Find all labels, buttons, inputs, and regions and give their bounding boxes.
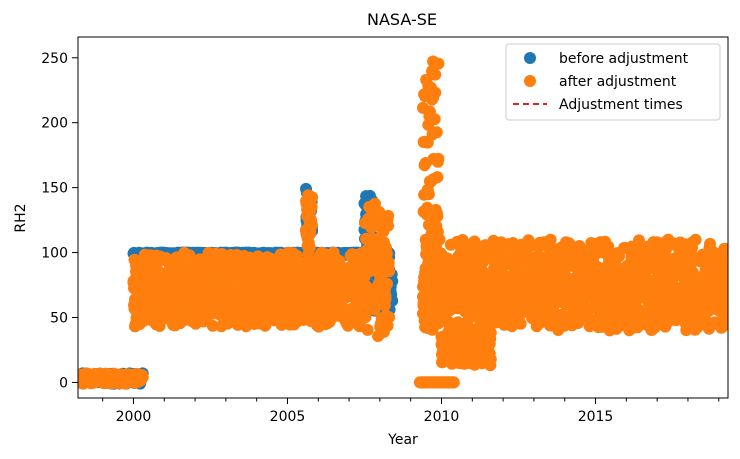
data-point — [433, 233, 446, 246]
x-tick-label: 2000 — [116, 409, 152, 425]
data-point — [721, 288, 728, 301]
data-point — [382, 209, 395, 222]
data-point — [183, 249, 196, 262]
data-point — [706, 245, 719, 258]
data-point — [484, 326, 497, 339]
data-point — [722, 260, 728, 273]
chart-title: NASA-SE — [367, 10, 437, 29]
data-point — [602, 240, 615, 253]
data-point — [306, 191, 319, 204]
legend-label-after: after adjustment — [559, 74, 677, 90]
data-point — [206, 319, 219, 332]
y-axis-label: RH2 — [13, 203, 29, 232]
x-tick-label: 2015 — [578, 409, 614, 425]
data-point — [572, 316, 585, 329]
plot-frame — [77, 36, 729, 399]
data-point — [381, 277, 393, 290]
data-point — [719, 243, 728, 255]
data-point — [429, 86, 442, 99]
data-point — [368, 303, 381, 316]
data-point — [428, 113, 441, 126]
data-point — [431, 171, 444, 184]
x-axis: 2000 2005 2010 2015 — [102, 398, 720, 425]
data-point — [722, 273, 728, 286]
data-point — [383, 265, 396, 278]
y-tick-label: 100 — [41, 246, 68, 262]
data-point — [379, 289, 392, 302]
y-tick-label: 50 — [50, 310, 68, 326]
data-point — [333, 254, 346, 267]
legend-label-adjustment: Adjustment times — [559, 97, 683, 113]
legend: before adjustment after adjustment Adjus… — [505, 43, 721, 121]
data-point — [430, 126, 443, 139]
data-point — [303, 241, 316, 254]
data-point — [484, 353, 497, 366]
x-tick-label: 2005 — [270, 409, 306, 425]
y-tick-label: 150 — [41, 181, 68, 197]
legend-marker-before — [524, 52, 536, 64]
legend-label-before: before adjustment — [559, 51, 689, 67]
data-point — [361, 323, 374, 336]
y-tick-label: 0 — [59, 375, 68, 391]
data-point — [422, 188, 435, 201]
scatter-marks — [78, 55, 728, 390]
data-point — [431, 210, 444, 223]
data-point — [447, 376, 460, 389]
data-point — [136, 371, 149, 384]
data-point — [462, 312, 475, 325]
legend-box — [505, 43, 721, 121]
data-point — [429, 68, 442, 81]
y-tick-label: 200 — [41, 116, 68, 132]
data-point — [306, 219, 319, 232]
data-point — [721, 300, 728, 313]
data-point — [544, 233, 557, 246]
series-after — [78, 55, 728, 390]
data-point — [383, 311, 396, 324]
data-point — [305, 200, 318, 213]
data-point — [382, 219, 395, 232]
data-point — [432, 152, 445, 165]
y-axis: 0 50 100 150 200 250 — [41, 51, 78, 391]
data-point — [372, 214, 385, 227]
data-point — [432, 57, 445, 70]
data-point — [382, 256, 395, 269]
data-point — [514, 317, 527, 330]
data-point — [689, 233, 702, 246]
x-axis-label: Year — [387, 432, 418, 448]
data-point — [359, 311, 372, 324]
y-tick-label: 250 — [41, 51, 68, 67]
x-tick-label: 2010 — [424, 409, 460, 425]
legend-marker-after — [524, 75, 536, 87]
